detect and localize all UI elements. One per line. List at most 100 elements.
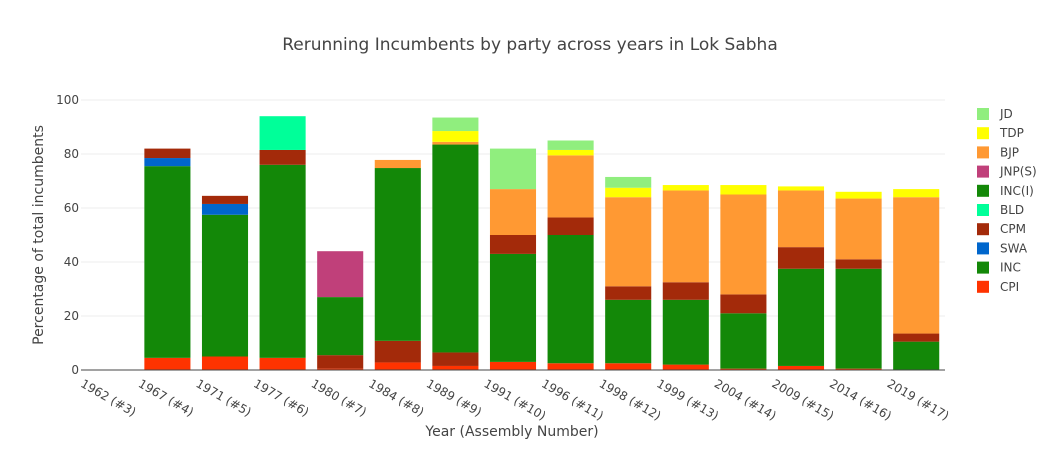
y-tick-label: 80 [64, 147, 79, 161]
bar-inc-i--6 [432, 144, 479, 353]
legend-swatch [977, 165, 989, 178]
chart-title: Rerunning Incumbents by party across yea… [282, 35, 778, 55]
y-tick-label: 40 [64, 255, 79, 269]
legend-item-inc[interactable]: INC [977, 261, 1021, 275]
bar-cpi-5 [374, 362, 421, 370]
bar-jnp-s--4 [317, 251, 364, 298]
x-tick-label: 1991 (#10) [482, 376, 549, 423]
legend-label: SWA [1000, 241, 1028, 255]
legend-item-jnp-s-[interactable]: JNP(S) [977, 165, 1037, 179]
bar-cpm-13 [835, 259, 882, 269]
bar-swa-2 [201, 203, 249, 215]
y-axis-title: Percentage of total incumbents [31, 125, 47, 345]
y-tick-label: 60 [64, 201, 79, 215]
bar-inc-1 [144, 166, 191, 358]
bar-cpi-7 [489, 361, 537, 370]
bar-tdp-8 [547, 149, 594, 156]
bar-tdp-13 [835, 191, 882, 199]
x-tick-label: 1998 (#12) [597, 376, 664, 423]
legend-swatch [977, 184, 989, 197]
bar-inc-i--5 [374, 168, 421, 341]
y-tick-label: 100 [56, 93, 79, 107]
legend-item-bjp[interactable]: BJP [977, 145, 1019, 159]
legend-label: CPM [1000, 222, 1026, 236]
x-tick-label: 2019 (#17) [885, 376, 952, 423]
x-tick-label: 2014 (#16) [827, 376, 894, 423]
bar-tdp-12 [777, 186, 825, 191]
bar-jd-9 [605, 176, 652, 188]
y-tick-label: 20 [64, 309, 79, 323]
bar-cpi-3 [259, 357, 306, 370]
bar-cpi-2 [201, 356, 249, 370]
legend-swatch [977, 204, 989, 216]
legend-label: TDP [999, 126, 1024, 140]
legend-swatch [977, 261, 989, 274]
bar-inc-i--4 [317, 297, 364, 356]
x-tick-label: 2009 (#15) [770, 376, 837, 423]
bar-inc-9 [605, 299, 652, 364]
bar-cpi-11 [720, 368, 767, 370]
bar-bjp-6 [432, 141, 479, 145]
bar-inc-11 [720, 313, 767, 369]
legend[interactable]: JD TDP BJP JNP(S) INC(I) BLD CPM SWA INC CPI [977, 107, 1037, 294]
bar-cpm-9 [605, 286, 652, 300]
bar-inc-12 [777, 268, 825, 366]
legend-item-tdp[interactable]: TDP [977, 126, 1024, 140]
bar-bjp-14 [893, 197, 940, 334]
legend-item-bld[interactable]: BLD [977, 203, 1024, 217]
bar-cpi-1 [144, 357, 191, 370]
bars [144, 116, 940, 370]
legend-swatch [977, 146, 989, 159]
bar-inc-3 [259, 164, 306, 358]
legend-label: BLD [1000, 203, 1024, 217]
x-tick-label: 1996 (#11) [539, 376, 606, 423]
bar-tdp-10 [662, 185, 709, 191]
bar-bjp-5 [374, 159, 421, 169]
bar-cpi-9 [605, 363, 652, 370]
bar-cpi-6 [432, 365, 479, 370]
bar-cpm-6 [432, 352, 479, 366]
legend-item-cpm[interactable]: CPM [977, 222, 1026, 236]
bar-cpm-7 [489, 235, 537, 254]
bar-bjp-10 [662, 190, 709, 283]
x-tick-label: 1977 (#6) [251, 376, 311, 419]
bar-jd-8 [547, 140, 594, 150]
bar-bjp-8 [547, 155, 594, 218]
bar-jd-7 [489, 148, 537, 190]
bar-bjp-9 [605, 197, 652, 287]
bar-cpm-14 [893, 333, 940, 342]
x-tick-label: 2004 (#14) [712, 376, 779, 423]
legend-swatch [977, 280, 989, 293]
bar-cpm-10 [662, 282, 709, 300]
legend-item-cpi[interactable]: CPI [977, 280, 1019, 294]
legend-swatch [977, 223, 989, 236]
legend-label: JNP(S) [999, 165, 1037, 179]
bar-cpm-12 [777, 247, 825, 269]
bar-cpi-4 [317, 368, 364, 370]
legend-item-inc-i-[interactable]: INC(I) [977, 184, 1034, 198]
bar-bjp-13 [835, 198, 882, 260]
legend-label: JD [999, 107, 1013, 121]
legend-item-jd[interactable]: JD [977, 107, 1013, 121]
bar-inc-14 [893, 341, 940, 370]
legend-label: BJP [1000, 145, 1019, 159]
bar-bld-3 [259, 116, 306, 150]
bar-cpi-8 [547, 363, 594, 370]
legend-item-swa[interactable]: SWA [977, 241, 1028, 255]
x-tick-label: 1989 (#9) [424, 376, 484, 419]
x-tick-label: 1971 (#5) [194, 376, 254, 419]
bar-cpm-2 [201, 195, 249, 204]
bar-jd-6 [432, 117, 479, 132]
bar-inc-13 [835, 268, 882, 369]
bar-cpm-5 [374, 340, 421, 363]
legend-swatch [977, 242, 989, 255]
bar-cpi-13 [835, 368, 882, 370]
bar-tdp-9 [605, 187, 652, 198]
bar-tdp-6 [432, 131, 479, 142]
bar-cpm-11 [720, 294, 767, 314]
x-tick-label: 1962 (#3) [78, 376, 138, 419]
bar-cpm-8 [547, 217, 594, 235]
legend-swatch [977, 127, 989, 140]
x-tick-label: 1984 (#8) [366, 376, 426, 419]
bar-inc-2 [201, 214, 249, 357]
